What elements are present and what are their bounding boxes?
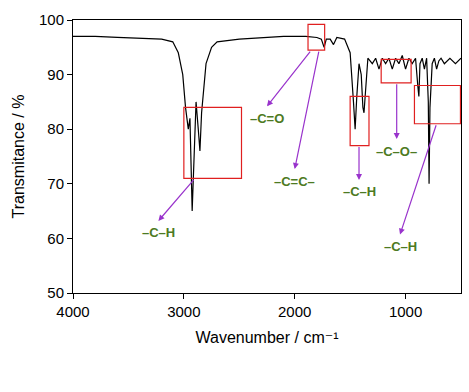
svg-text:3000: 3000 — [167, 303, 200, 320]
svg-text:100: 100 — [39, 11, 64, 28]
svg-text:–C–H: –C–H — [384, 239, 417, 254]
svg-text:2000: 2000 — [278, 303, 311, 320]
svg-text:Transmitance / %: Transmitance / % — [10, 95, 27, 219]
svg-text:70: 70 — [47, 175, 64, 192]
svg-text:Wavenumber / cm⁻¹: Wavenumber / cm⁻¹ — [196, 329, 339, 346]
svg-text:–C=O: –C=O — [250, 111, 284, 126]
svg-text:60: 60 — [47, 230, 64, 247]
svg-text:–C–H: –C–H — [343, 184, 376, 199]
svg-text:50: 50 — [47, 284, 64, 301]
svg-text:4000: 4000 — [56, 303, 89, 320]
svg-text:90: 90 — [47, 66, 64, 83]
svg-text:1000: 1000 — [389, 303, 422, 320]
svg-text:80: 80 — [47, 120, 64, 137]
svg-text:–C–H: –C–H — [142, 225, 175, 240]
svg-text:–C–O–: –C–O– — [376, 144, 417, 159]
svg-text:–C=C–: –C=C– — [274, 174, 315, 189]
